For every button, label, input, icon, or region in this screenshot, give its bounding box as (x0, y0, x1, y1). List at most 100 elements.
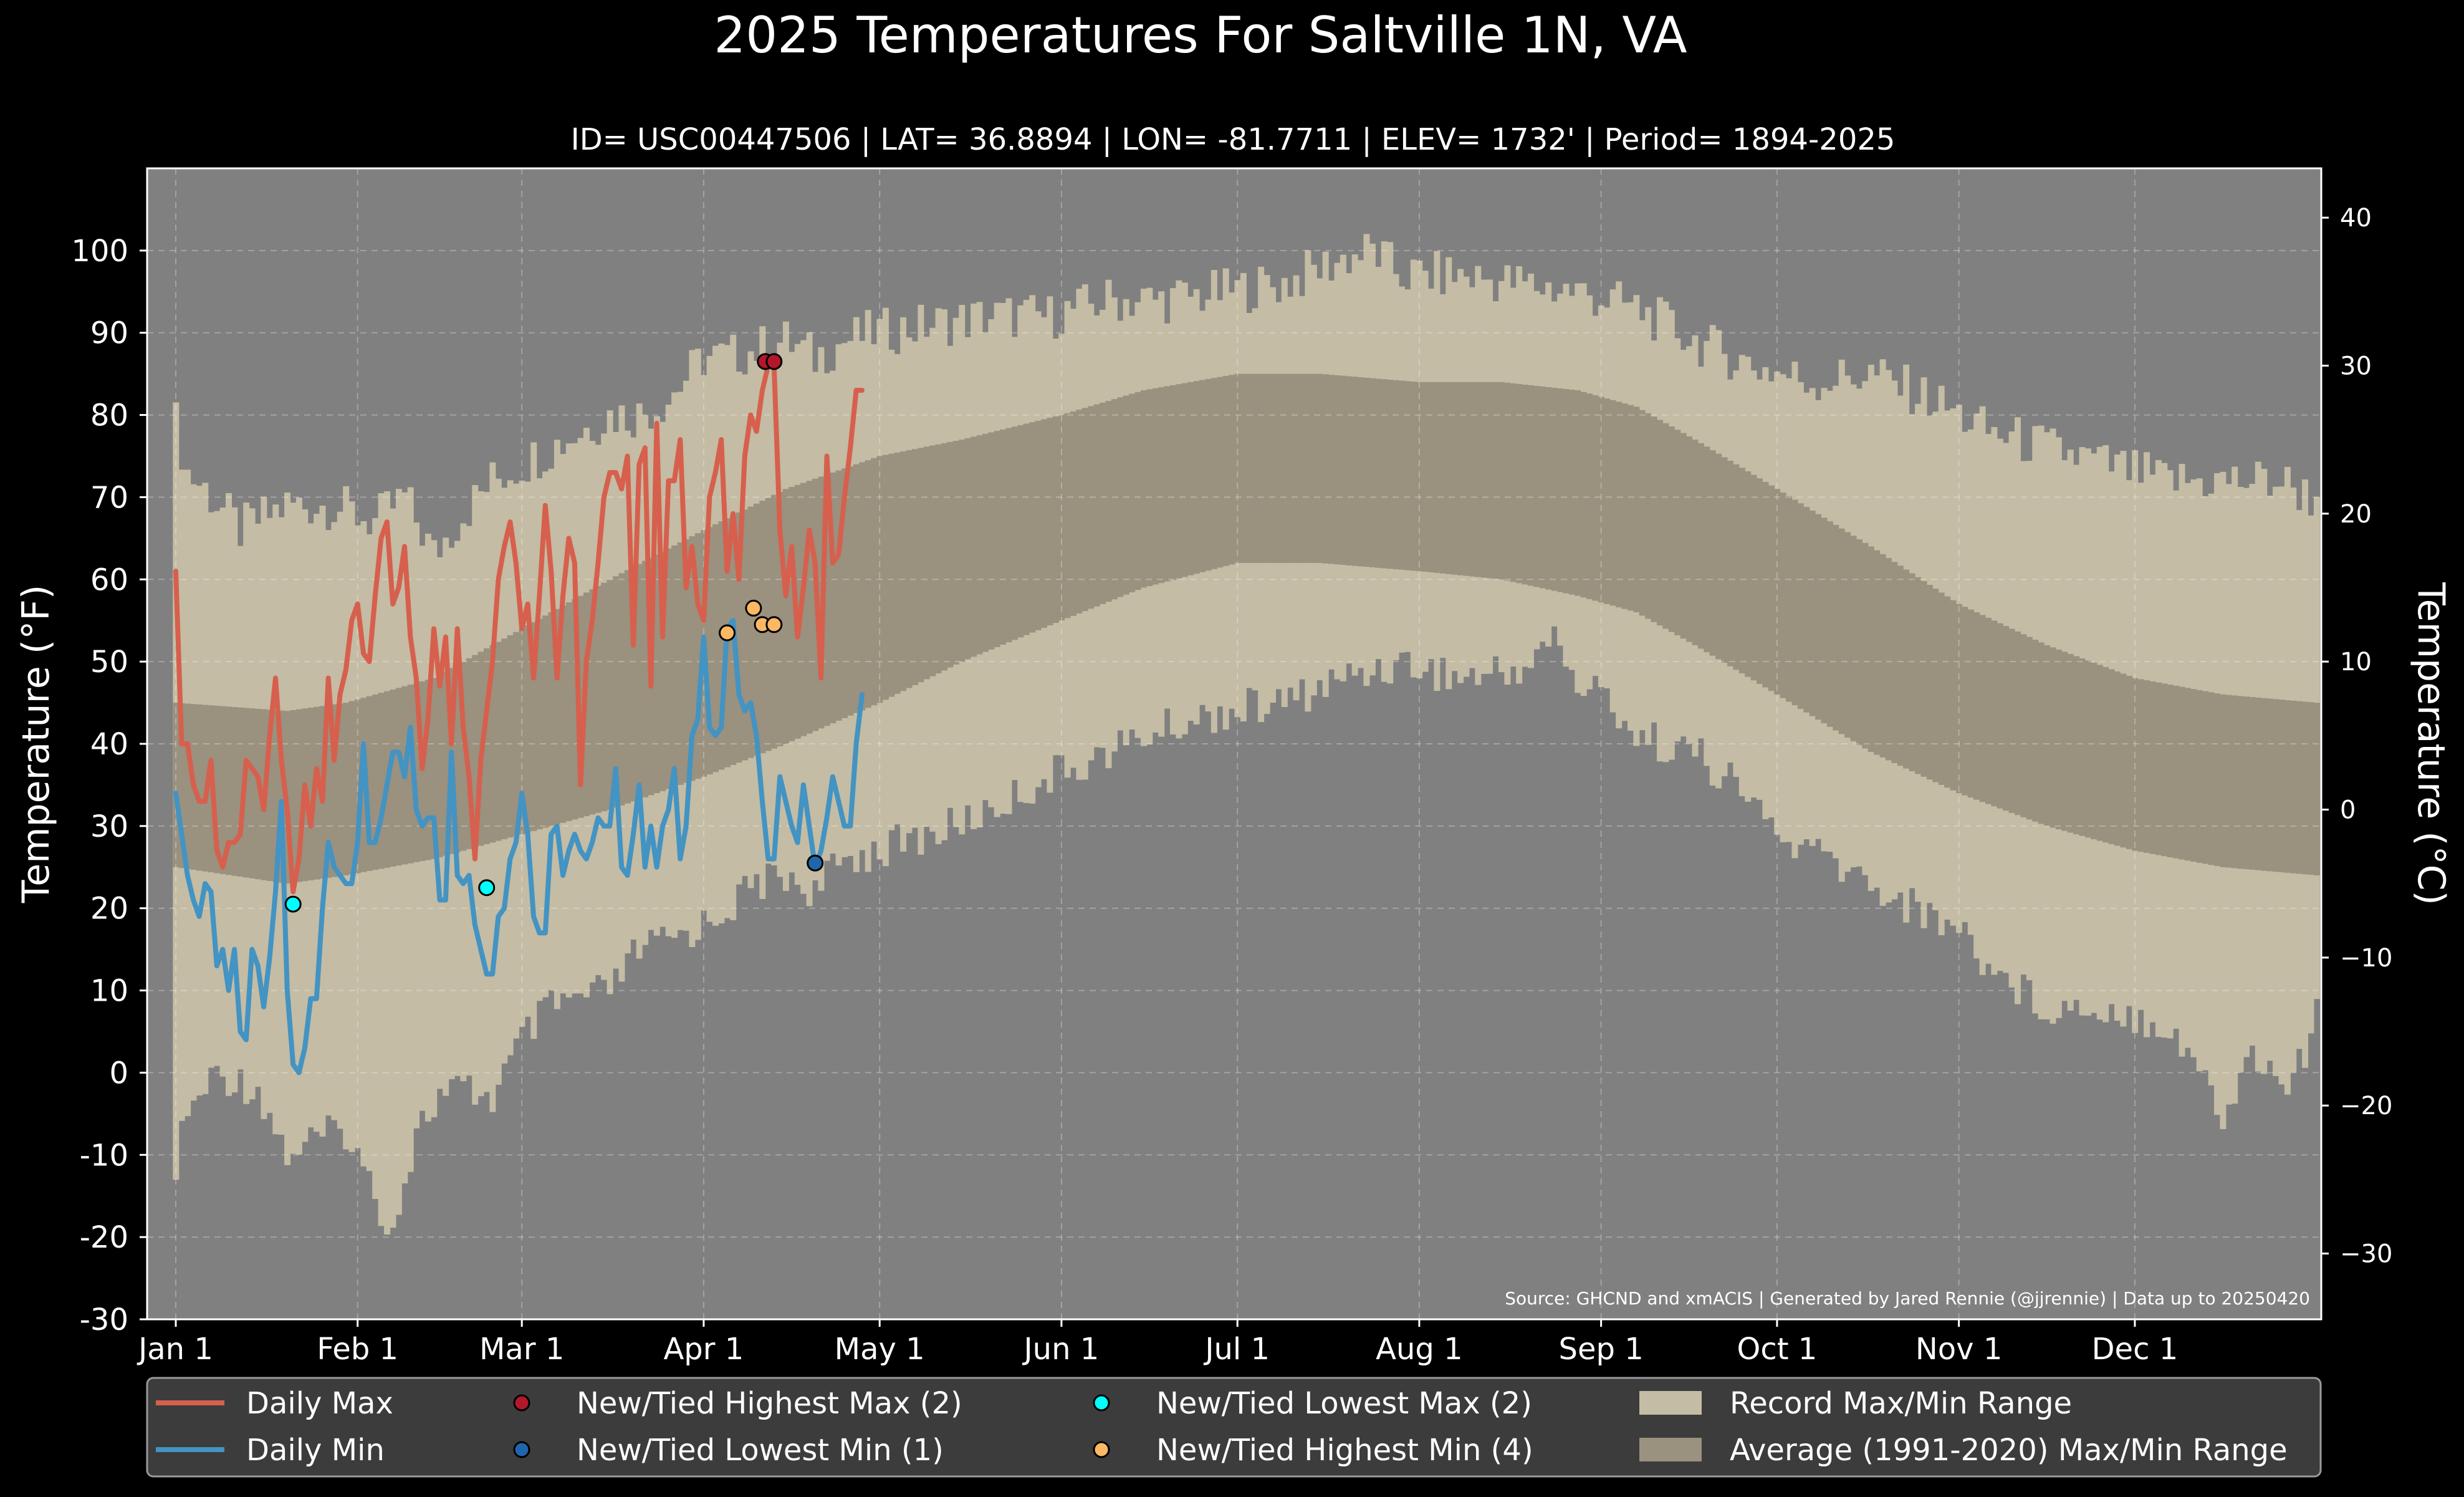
x-tick-label: Aug 1 (1376, 1332, 1463, 1367)
new-highest-min-point (719, 624, 736, 642)
normal-bar (1480, 382, 1487, 578)
normal-bar (2313, 703, 2320, 875)
y-axis-left: -30 -20 -10 0 10 20 30 40 50 60 70 80 90 100 (71, 234, 147, 1337)
normal-bar (1738, 468, 1745, 673)
normal-bar (1058, 415, 1065, 621)
y-right-tick-label: 20 (2340, 500, 2372, 529)
normal-bar (964, 438, 971, 660)
normal-bar (1797, 503, 1804, 709)
legend-dot-swatch (513, 1394, 530, 1412)
normal-bar (1563, 389, 1570, 594)
record-points (284, 353, 824, 913)
normal-bar (1920, 580, 1927, 777)
normal-bar (1369, 378, 1376, 567)
normal-bar (290, 710, 297, 883)
legend-dot-swatch (1093, 1394, 1110, 1412)
normal-bar (782, 489, 789, 744)
normal-bar (2008, 628, 2015, 813)
normal-bar (1199, 380, 1206, 572)
x-tick-label: Dec 1 (2092, 1332, 2179, 1367)
normal-bar (935, 444, 942, 673)
normal-bar (1979, 615, 1986, 802)
normal-bar (266, 710, 273, 881)
normal-bar (2102, 667, 2109, 843)
normal-bar (1926, 585, 1933, 780)
normal-bar (237, 707, 244, 877)
x-tick-label: Mar 1 (479, 1332, 564, 1367)
normal-bar (542, 615, 549, 828)
x-tick-label: Feb 1 (317, 1332, 398, 1367)
normal-bar (2079, 658, 2086, 836)
normal-bar (653, 554, 660, 794)
normal-bar (2190, 689, 2197, 862)
normal-bar (830, 472, 837, 724)
normal-bar (982, 433, 989, 652)
y-axis-right-label: Temperature (°C) (2409, 582, 2453, 905)
normal-bar (307, 708, 314, 880)
normal-bar (2015, 631, 2021, 816)
normal-bar (2284, 700, 2291, 873)
normal-bar (565, 602, 572, 821)
normal-bar (1551, 388, 1558, 591)
plot-area: Source: GHCND and xmACIS | Generated by … (146, 167, 2323, 1321)
daily-min-line (173, 618, 865, 1076)
normal-bar (1393, 380, 1399, 569)
normal-bar (1316, 373, 1323, 563)
normal-bar (1539, 386, 1546, 589)
normal-bar (2091, 662, 2097, 839)
normal-bar (1668, 426, 1675, 632)
normal-bar (1886, 558, 1892, 761)
normal-bar (677, 542, 684, 785)
normal-bar (1950, 600, 1957, 791)
normal-bar (249, 708, 256, 878)
normal-bar (683, 539, 689, 783)
normal-bar (1305, 373, 1311, 563)
normal-bar (1545, 387, 1552, 590)
normal-bar (1181, 383, 1188, 577)
legend-box (146, 1377, 2322, 1478)
normal-bar (1786, 496, 1792, 702)
normal-bar (348, 701, 355, 875)
y-right-tick-label: −30 (2340, 1240, 2392, 1269)
normal-bar (1897, 566, 1904, 766)
normal-bar (1035, 420, 1042, 630)
normal-bar (1205, 378, 1212, 571)
legend-patch-swatch (1639, 1438, 1702, 1461)
legend: Daily Max Daily Min New/Tied Highest Max (… (146, 1377, 2322, 1478)
normal-bar (1533, 385, 1540, 587)
normal-bar (1809, 510, 1816, 716)
normal-bar (1270, 373, 1276, 563)
normal-bar (2038, 642, 2045, 824)
legend-dot-swatch (1093, 1441, 1110, 1458)
normal-bar (988, 432, 995, 650)
normal-bar (601, 582, 608, 812)
normal-bar (2155, 682, 2162, 855)
normal-range-bars (173, 373, 2320, 884)
normal-bar (694, 533, 701, 779)
normal-bar (1598, 397, 1604, 603)
normal-bar (876, 456, 883, 703)
normal-bar (871, 458, 878, 706)
normal-bar (2202, 691, 2209, 864)
normal-bar (1005, 428, 1012, 643)
normal-bar (255, 708, 261, 880)
normal-bar (1492, 382, 1499, 579)
normal-bar (1487, 382, 1493, 579)
normal-bar (2273, 699, 2279, 872)
normal-bar (278, 710, 285, 883)
normal-bar (636, 564, 643, 799)
normal-bar (800, 483, 807, 736)
normal-bar (2044, 645, 2051, 826)
normal-bar (1915, 577, 1922, 774)
normal-bar (2055, 649, 2062, 830)
y-axis-left-label: Temperature (°F) (14, 585, 58, 903)
normal-bar (1692, 440, 1699, 645)
normal-bar (390, 690, 396, 867)
normal-bar (971, 436, 977, 657)
normal-bar (337, 703, 343, 877)
normal-bar (1210, 378, 1217, 569)
y-tick-label: 90 (90, 316, 128, 351)
normal-bar (2167, 685, 2174, 857)
record-bar (390, 508, 396, 1228)
normal-bar (1639, 410, 1646, 616)
